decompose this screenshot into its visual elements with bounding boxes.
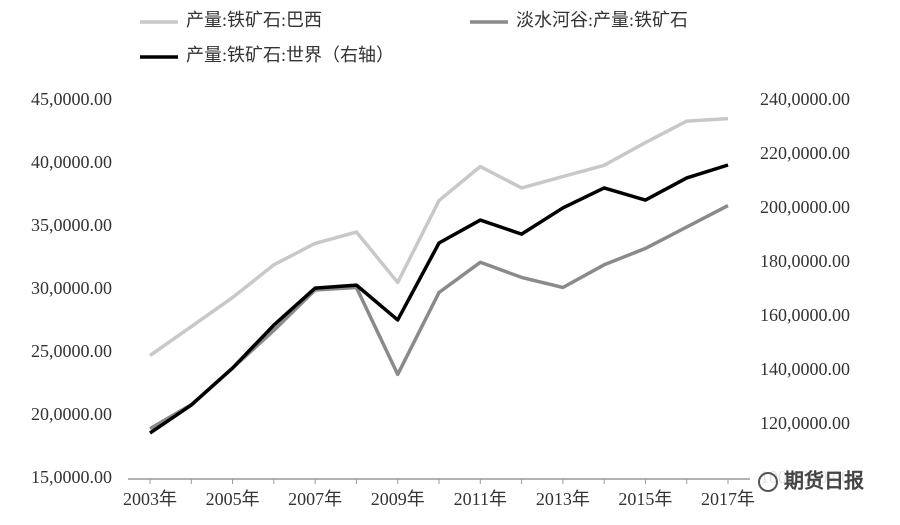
y2-tick-label: 160,0000.00	[760, 305, 850, 325]
y-tick-label: 20,0000.00	[31, 404, 112, 424]
series-line	[149, 163, 729, 435]
x-tick-label: 2003年	[123, 489, 177, 509]
x-tick-label: 2011年	[454, 489, 507, 509]
legend-label: 淡水河谷:产量:铁矿石	[516, 10, 688, 30]
x-tick-label: 2005年	[206, 489, 260, 509]
y-tick-label: 15,0000.00	[31, 467, 112, 487]
y2-tick-label: 180,0000.00	[760, 251, 850, 271]
x-tick-label: 2017年	[701, 489, 755, 509]
x-tick-label: 2009年	[371, 489, 425, 509]
y-tick-label: 40,0000.00	[31, 152, 112, 172]
y-tick-label: 25,0000.00	[31, 341, 112, 361]
y-tick-label: 30,0000.00	[31, 278, 112, 298]
y2-tick-label: 240,0000.00	[760, 89, 850, 109]
y-tick-label: 45,0000.00	[31, 89, 112, 109]
watermark: 期货日报	[784, 469, 864, 493]
y2-tick-label: 220,0000.00	[760, 143, 850, 163]
x-tick-label: 2013年	[536, 489, 590, 509]
watermark-icon	[758, 472, 778, 492]
legend-label: 产量:铁矿石:世界（右轴）	[186, 45, 394, 65]
legend-label: 产量:铁矿石:巴西	[186, 10, 322, 30]
series-line	[149, 204, 729, 431]
x-tick-label: 2015年	[618, 489, 672, 509]
y-tick-label: 35,0000.00	[31, 215, 112, 235]
y2-tick-label: 200,0000.00	[760, 197, 850, 217]
y2-tick-label: 120,0000.00	[760, 413, 850, 433]
series-line	[148, 116, 729, 357]
y2-tick-label: 140,0000.00	[760, 359, 850, 379]
x-tick-label: 2007年	[288, 489, 342, 509]
watermark-bg	[752, 468, 892, 496]
